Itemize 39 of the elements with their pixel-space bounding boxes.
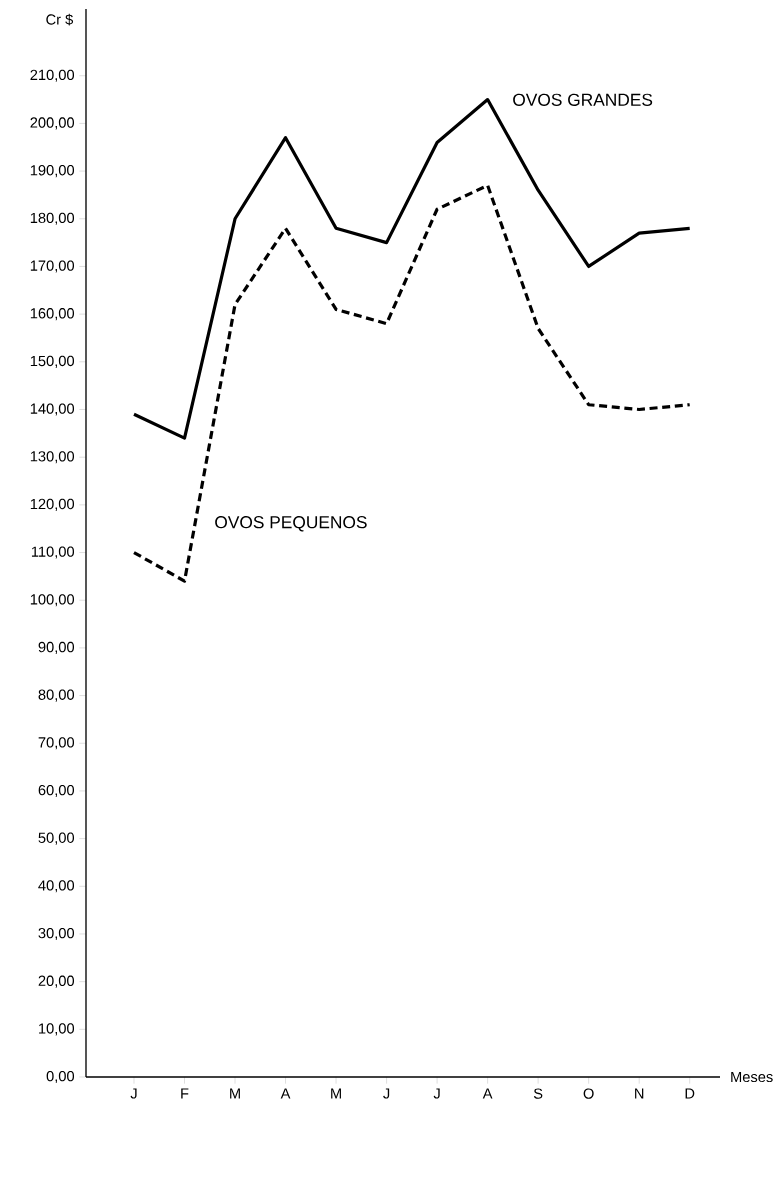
x-tick-label: D <box>685 1088 695 1099</box>
y-tick-label: 140,00 <box>30 403 75 416</box>
y-tick-label: 210,00 <box>30 69 75 82</box>
x-tick-label: A <box>280 1088 291 1099</box>
y-tick-label: 170,00 <box>30 260 75 273</box>
y-tick-label: 30,00 <box>38 927 75 941</box>
x-tick-label: A <box>482 1088 493 1099</box>
y-tick-label: 0,00 <box>46 1070 75 1084</box>
y-tick-label: 90,00 <box>38 641 75 654</box>
y-tick-label: 60,00 <box>38 784 75 797</box>
x-tick-label: J <box>383 1088 390 1099</box>
x-tick-label: J <box>130 1088 137 1099</box>
x-tick-label: O <box>583 1088 594 1099</box>
y-tick-label: 200,00 <box>30 117 75 130</box>
y-tick-label: 40,00 <box>38 880 75 893</box>
y-tick-label: 150,00 <box>30 355 75 368</box>
y-tick-label: 10,00 <box>39 1023 75 1036</box>
y-tick-label: 180,00 <box>30 212 75 225</box>
x-tick-label: M <box>331 1088 341 1099</box>
y-tick-label: 80,00 <box>38 689 75 702</box>
y-tick-label: 160,00 <box>30 308 75 321</box>
y-tick-label: 190,00 <box>30 165 75 178</box>
y-tick-label: 50,00 <box>38 832 75 845</box>
y-tick-label: 120,00 <box>30 498 75 511</box>
y-tick-label: 130,00 <box>30 451 75 464</box>
x-tick-label: N <box>635 1088 644 1099</box>
y-tick-label: 70,00 <box>38 737 75 750</box>
x-tick-label: F <box>181 1088 189 1099</box>
y-tick-label: 100,00 <box>30 594 75 607</box>
y-axis-title: Cr $ <box>46 13 74 26</box>
series-label: OVOS PEQUENOS <box>215 516 367 532</box>
x-tick-label: M <box>230 1088 240 1099</box>
y-tick-label: 20,00 <box>38 975 75 988</box>
series-label: OVOS GRANDES <box>513 93 653 106</box>
x-tick-label: S <box>533 1088 543 1099</box>
y-tick-label: 110,00 <box>31 546 75 559</box>
x-axis-title: Meses <box>731 1071 773 1083</box>
line-series <box>132 183 692 583</box>
x-tick-label: J <box>433 1088 440 1099</box>
